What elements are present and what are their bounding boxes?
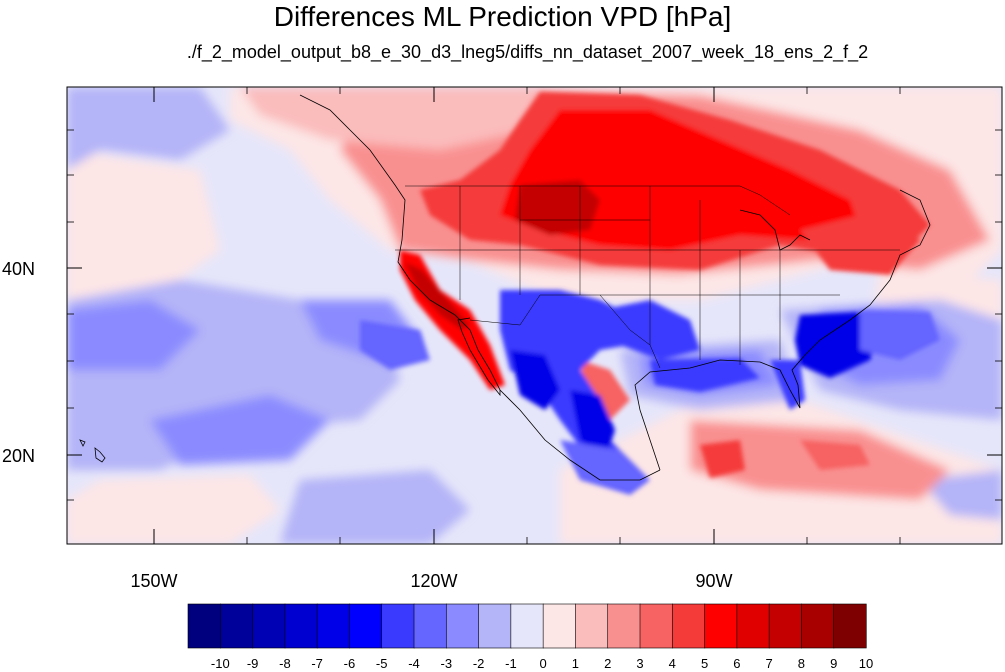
coastline-hawaii-2	[79, 439, 86, 447]
colorbar-box-12	[575, 603, 609, 649]
colorbar-box-9	[478, 603, 512, 649]
colorbar-box-19	[801, 603, 835, 649]
colorbar-label: -4	[408, 656, 420, 671]
coastline-mexico-pacific	[499, 389, 661, 481]
field-pos5-northeast	[800, 210, 920, 275]
map-ticks	[67, 87, 1002, 544]
field-neg5-mexico2	[570, 390, 615, 460]
colorbar-box-3	[284, 603, 318, 649]
field-pos5-caribbean	[700, 440, 745, 478]
field-neg3-atlantic	[860, 310, 940, 360]
field-pos7-california	[405, 262, 470, 330]
colorbar-box-10	[510, 603, 544, 649]
colorbar-box-15	[671, 603, 706, 649]
colorbar-box-11	[542, 603, 577, 649]
colorbar-label: 8	[797, 656, 805, 671]
coastlines	[79, 94, 931, 481]
colorbar-box-7	[413, 603, 447, 649]
colorbar-label: 5	[700, 656, 709, 671]
field-neg5-mexico	[510, 350, 560, 410]
field-neg1-pacific-south	[280, 470, 470, 544]
field-pos4-mexico-gulf	[580, 360, 630, 420]
colorbar-label: -1	[505, 656, 517, 671]
colorbar-box-2	[252, 603, 286, 649]
lat-label-20n: 20N	[2, 446, 36, 466]
field-pos4-caribbean-east	[800, 440, 870, 470]
colorbar-label: 9	[830, 656, 838, 671]
map-subtitle: ./f_2_model_output_b8_e_30_d3_lneg5/diff…	[186, 42, 869, 62]
colorbar-box-1	[219, 603, 254, 649]
border-us-canada	[405, 185, 791, 216]
coastline-gulf	[634, 189, 931, 471]
colorbar-box-0	[187, 603, 221, 649]
colorbar-label: 3	[636, 656, 644, 671]
colorbar-box-6	[381, 603, 415, 649]
field-neg2-pacific-west	[67, 300, 200, 370]
colorbar-label: -6	[343, 656, 356, 671]
map-field	[67, 87, 1002, 544]
colorbar-label: 2	[604, 656, 612, 671]
lat-label-40n: 40N	[2, 259, 36, 279]
map-minor-ticks	[67, 87, 1002, 544]
colorbar-label: -10	[210, 656, 230, 671]
field-neg1-far-se	[920, 470, 1002, 520]
colorbar-box-16	[704, 603, 738, 649]
field-neg3-pacific	[360, 320, 430, 370]
colorbar-label: 0	[539, 656, 547, 671]
map-frame	[66, 86, 1003, 545]
colorbar-label: 7	[765, 656, 773, 671]
colorbar-label: -7	[311, 656, 323, 671]
field-neg2-pacific-south	[150, 395, 330, 465]
colorbar-box-4	[316, 603, 351, 649]
colorbar-box-18	[768, 603, 803, 649]
field-neg1-pacific-north	[67, 87, 230, 170]
field-neg3-texas2	[560, 440, 650, 495]
colorbar-label: -2	[472, 656, 485, 671]
field-neg5-se-coast	[795, 312, 880, 378]
lon-label-150w: 150W	[130, 571, 178, 591]
field-sharp-layer	[360, 92, 940, 495]
field-pos1-pacific	[67, 475, 280, 544]
colorbar-box-5	[349, 603, 383, 649]
lon-label-120w: 120W	[410, 571, 458, 591]
colorbar	[187, 603, 867, 649]
colorbar-box-8	[445, 603, 480, 649]
coastline-hawaii	[94, 447, 106, 463]
colorbar-label: -9	[246, 656, 259, 671]
colorbar-label: 4	[668, 656, 676, 671]
field-neg4-gulf	[650, 358, 760, 392]
field-pos1-west	[67, 150, 220, 320]
colorbar-label: -5	[375, 656, 388, 671]
coastline-west	[299, 94, 501, 397]
colorbar-box-17	[736, 603, 770, 649]
colorbar-label: 10	[858, 656, 874, 671]
political-borders	[395, 185, 900, 369]
map-title: Differences ML Prediction VPD [hPa]	[273, 1, 732, 32]
colorbar-label: 6	[733, 656, 741, 671]
colorbar-box-20	[833, 603, 867, 649]
colorbar-box-13	[607, 603, 641, 649]
lon-label-90w: 90W	[695, 571, 733, 591]
colorbar-label: 1	[571, 656, 579, 671]
colorbar-label: -3	[440, 656, 453, 671]
colorbar-box-14	[639, 603, 673, 649]
field-pos7-dakotas	[515, 180, 600, 235]
colorbar-label: -8	[279, 656, 291, 671]
